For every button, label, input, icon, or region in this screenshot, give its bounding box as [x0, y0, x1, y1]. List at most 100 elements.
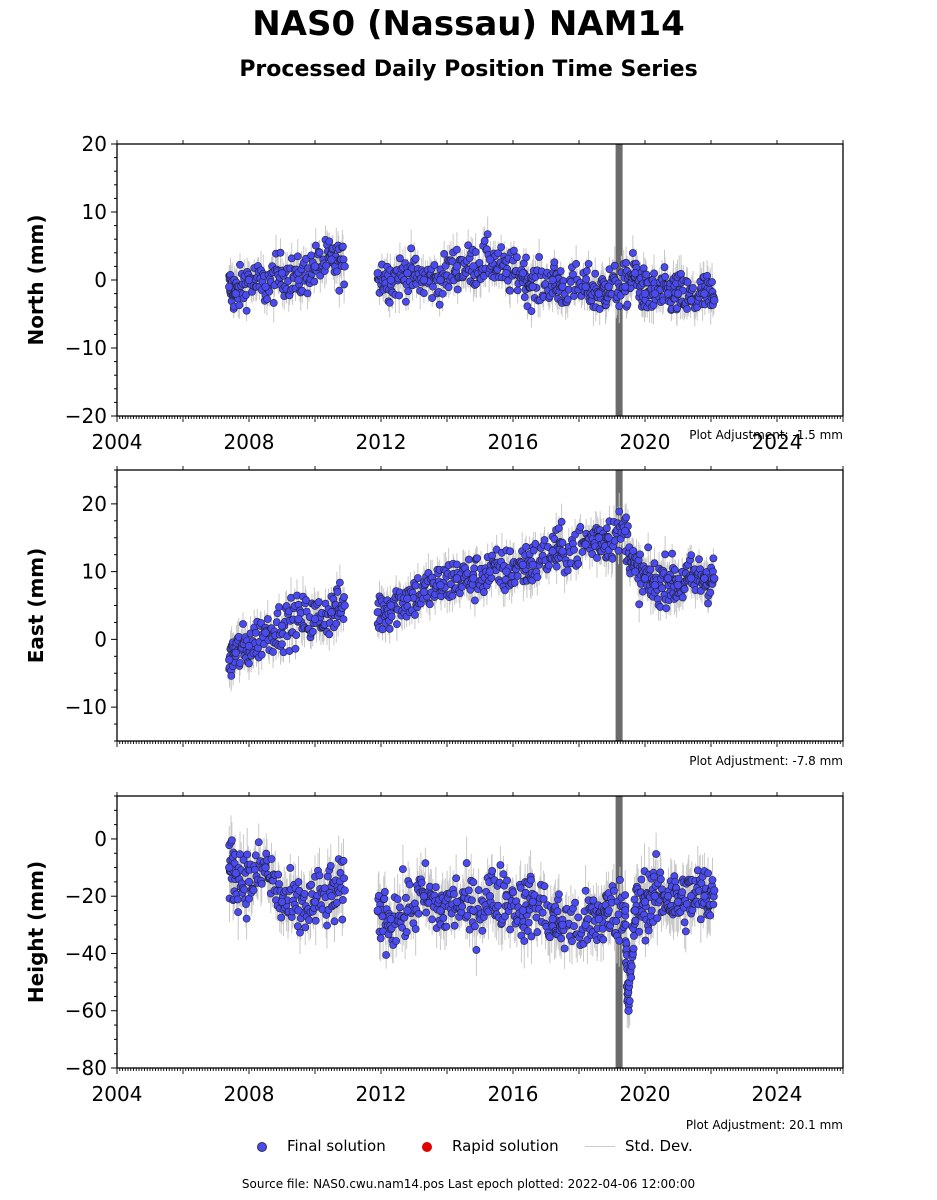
- north-daily-point: [407, 244, 416, 253]
- east-daily-point: [387, 612, 396, 621]
- height-daily-point: [330, 917, 339, 926]
- east-daily-point: [695, 555, 703, 564]
- north-daily-point: [444, 283, 453, 292]
- east-daily-point: [378, 625, 387, 634]
- north-daily-point: [242, 291, 250, 299]
- height-daily-point: [599, 935, 608, 944]
- north-daily-point: [307, 251, 316, 260]
- height-daily-point: [560, 944, 569, 953]
- height-daily-point: [540, 882, 549, 891]
- height-daily-point: [296, 928, 304, 937]
- east-y-tick-label: 0: [94, 627, 107, 651]
- height-data-point: [673, 897, 683, 907]
- height-daily-point: [464, 886, 473, 895]
- north-daily-point: [276, 248, 285, 257]
- height-data-point: [386, 915, 396, 924]
- east-daily-point: [687, 551, 696, 560]
- north-daily-point: [452, 245, 461, 254]
- north-daily-point: [610, 261, 619, 270]
- north-y-tick-label: −10: [65, 336, 107, 360]
- height-daily-point: [709, 900, 718, 909]
- north-daily-point: [428, 282, 437, 291]
- east-daily-point: [473, 554, 482, 563]
- east-daily-point: [680, 585, 689, 594]
- north-daily-point: [510, 246, 518, 255]
- east-daily-point: [500, 586, 509, 595]
- east-daily-point: [325, 630, 334, 639]
- height-daily-point: [656, 868, 665, 877]
- east-y-tick-label: −10: [65, 695, 107, 719]
- east-daily-point: [529, 546, 538, 555]
- height-daily-point: [650, 872, 658, 881]
- height-daily-point: [509, 888, 518, 897]
- north-daily-point: [513, 253, 521, 262]
- east-data-point: [558, 547, 567, 556]
- height-data-point: [419, 892, 429, 901]
- height-daily-point: [428, 915, 437, 924]
- north-data-point: [502, 269, 511, 278]
- east-daily-point: [629, 546, 638, 555]
- east-data-point: [640, 574, 650, 583]
- east-data-point: [327, 608, 336, 617]
- north-daily-point: [303, 289, 312, 298]
- north-daily-point: [522, 253, 530, 262]
- north-daily-point: [435, 300, 444, 309]
- north-data-point: [700, 289, 709, 298]
- north-daily-point: [322, 261, 331, 270]
- height-daily-point: [431, 883, 440, 892]
- east-daily-point: [540, 536, 549, 544]
- north-data-point: [687, 296, 696, 305]
- height-daily-point: [706, 911, 715, 920]
- east-daily-point: [644, 543, 653, 552]
- height-daily-point: [243, 850, 252, 859]
- north-daily-point: [311, 241, 320, 250]
- east-daily-point: [263, 615, 272, 623]
- height-daily-point: [574, 913, 583, 922]
- height-daily-point: [339, 856, 348, 865]
- height-data-point: [687, 892, 696, 901]
- north-daily-point: [269, 299, 278, 307]
- height-daily-point: [233, 895, 242, 904]
- height-daily-point: [405, 880, 414, 889]
- height-daily-point: [523, 927, 532, 935]
- east-data-point: [663, 574, 673, 583]
- east-daily-point: [227, 671, 236, 680]
- east-y-tick-label: 20: [82, 492, 107, 516]
- height-daily-point: [474, 886, 483, 894]
- east-daily-point: [662, 604, 671, 613]
- north-daily-point: [572, 260, 581, 268]
- north-daily-point: [527, 307, 536, 316]
- height-daily-point: [462, 859, 471, 867]
- east-data-point: [436, 581, 445, 590]
- east-daily-point: [308, 627, 317, 636]
- north-data-point: [244, 275, 254, 285]
- height-daily-point: [249, 886, 258, 895]
- height-data-point: [469, 906, 478, 915]
- chart-title: NAS0 (Nassau) NAM14: [252, 4, 685, 44]
- east-daily-point: [531, 539, 540, 548]
- east-data-point: [469, 574, 478, 583]
- north-daily-point: [660, 263, 669, 272]
- east-data-point: [485, 567, 495, 576]
- north-daily-point: [419, 289, 428, 297]
- height-daily-point: [251, 851, 260, 860]
- north-data-point: [469, 262, 478, 271]
- height-daily-point: [458, 902, 467, 911]
- east-daily-point: [464, 555, 473, 564]
- height-daily-point: [494, 901, 503, 910]
- height-daily-point: [340, 874, 348, 883]
- east-daily-point: [470, 564, 479, 573]
- east-daily-point: [622, 513, 630, 522]
- north-daily-point: [385, 298, 394, 307]
- north-daily-point: [708, 278, 716, 286]
- east-data-point: [261, 628, 270, 637]
- north-data-point: [594, 289, 603, 298]
- height-daily-point: [612, 917, 621, 926]
- north-x-tick-label: 2012: [356, 430, 407, 454]
- north-x-tick-label: 2004: [92, 430, 143, 454]
- north-daily-point: [642, 270, 651, 279]
- height-data-point: [710, 886, 719, 895]
- height-daily-point: [257, 880, 266, 888]
- north-daily-point: [395, 254, 404, 263]
- north-data-point: [518, 269, 528, 278]
